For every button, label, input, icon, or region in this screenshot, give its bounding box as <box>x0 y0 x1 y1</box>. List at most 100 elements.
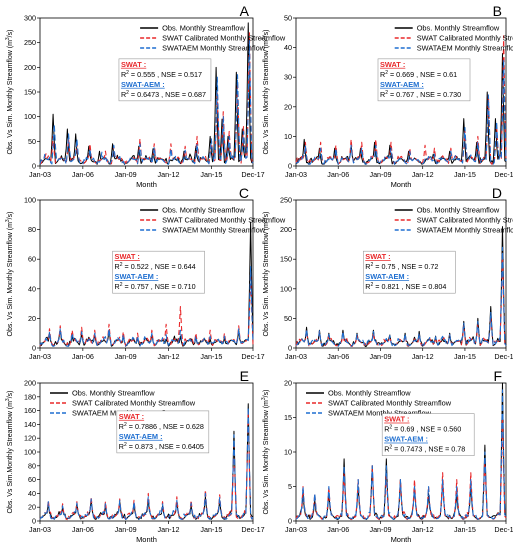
chart-panel-e: 0 20 40 60 80 100 120 140 160 180 200 Jan-03 Jan-06 J… <box>5 368 265 544</box>
x-tick-label: Jan-12 <box>158 170 180 179</box>
y-tick-label: 150 <box>280 255 292 264</box>
legend-label-obs: Obs. Monthly Streamflow <box>72 389 155 398</box>
legend-label-obs: Obs. Monthly Streamflow <box>162 24 245 33</box>
x-tick-label: Jan-15 <box>454 525 476 534</box>
x-tick-label: Jan-06 <box>72 170 94 179</box>
legend-label-aem: SWATAEM Monthly Streamflow <box>162 226 266 235</box>
x-tick-label: Jan-03 <box>285 170 307 179</box>
swat-stats-label: SWAT : <box>384 415 409 424</box>
x-tick-label: Jan-15 <box>200 170 222 179</box>
swat-stats-values: R2 = 0.69 , NSE = 0.560 <box>384 425 461 434</box>
series-line-aem <box>39 266 254 347</box>
series-line-aem <box>295 246 507 348</box>
stats-box <box>112 250 205 294</box>
y-tick-label: 40 <box>284 43 292 52</box>
y-tick-label: 0 <box>32 517 36 526</box>
y-tick-label: 20 <box>284 102 292 111</box>
aem-stats-values: R2 = 0.757 , NSE = 0.710 <box>115 282 196 291</box>
y-tick-label: 0 <box>288 344 292 353</box>
plot-frame <box>39 199 254 349</box>
y-tick-label: 120 <box>24 434 36 443</box>
aem-stats-values: R2 = 0.6473 , NSE = 0.687 <box>121 90 206 99</box>
y-axis-label: Obs. Vs Sim. Monthly Streamflow (m3/s) <box>261 30 270 155</box>
panel-letter: B <box>493 3 502 19</box>
y-tick-label: 30 <box>284 73 292 82</box>
aem-stats-label: SWAT-AEM : <box>121 80 165 89</box>
x-axis-label: Month <box>136 535 157 544</box>
y-tick-label: 40 <box>28 284 36 293</box>
y-tick-label: 80 <box>28 225 36 234</box>
y-tick-label: 0 <box>288 162 292 171</box>
panel-letter: E <box>240 368 249 384</box>
legend-label-obs: Obs. Monthly Streamflow <box>417 24 500 33</box>
x-tick-label: Jan-12 <box>412 525 434 534</box>
x-tick-label: Jan-06 <box>72 525 94 534</box>
x-axis-label: Month <box>391 180 412 189</box>
series-line-aem <box>39 406 254 521</box>
y-tick-label: 0 <box>32 162 36 171</box>
aem-stats-values: R2 = 0.873 , NSE = 0.6405 <box>119 442 204 451</box>
y-axis-label: Obs. Vs Sim. Monthly Streamflow (m3/s) <box>261 212 270 337</box>
y-axis-label: Obs. Vs Sim. Monthly Streamflow (m3/s) <box>5 30 14 155</box>
x-tick-label: Jan-03 <box>285 352 307 361</box>
y-tick-label: 180 <box>24 392 36 401</box>
panel-letter: F <box>493 368 502 384</box>
y-tick-label: 140 <box>24 420 36 429</box>
x-tick-label: Jan-12 <box>158 352 180 361</box>
legend-label-obs: Obs. Monthly Streamflow <box>328 389 411 398</box>
legend-label-swat: SWAT Calibrated Monthly Streamflow <box>162 216 286 225</box>
y-tick-label: 20 <box>28 314 36 323</box>
aem-stats-values: R2 = 0.767 , NSE = 0.730 <box>380 90 461 99</box>
panel-letter: C <box>239 185 249 201</box>
y-tick-label: 100 <box>280 284 292 293</box>
series-line-aem <box>39 39 254 165</box>
y-tick-label: 60 <box>28 255 36 264</box>
stats-box <box>377 58 471 102</box>
x-tick-label: Dec-17 <box>241 525 264 534</box>
legend-label-swat: SWAT Calibrated Monthly Streamflow <box>417 34 513 43</box>
y-tick-label: 40 <box>28 489 36 498</box>
swat-stats-label: SWAT : <box>119 412 144 421</box>
aem-stats-label: SWAT-AEM : <box>119 432 163 441</box>
series-line-swat <box>39 273 254 347</box>
y-axis-label: Obs. Vs Sim. Monthly Streamflow (m3/s) <box>261 390 270 515</box>
x-tick-label: Jan-15 <box>200 525 222 534</box>
stats-box <box>116 410 210 454</box>
legend-label-swat: SWAT Calibrated Monthly Streamflow <box>162 34 286 43</box>
y-tick-label: 20 <box>284 379 292 388</box>
swat-stats-values: R2 = 0.669 , NSE = 0.61 <box>380 70 457 79</box>
swat-stats-label: SWAT : <box>365 252 390 261</box>
x-tick-label: Jan-06 <box>327 525 349 534</box>
x-tick-label: Jan-03 <box>29 525 51 534</box>
x-tick-label: Jan-09 <box>369 170 391 179</box>
legend-label-aem: SWATAEM Monthly Streamflow <box>417 226 513 235</box>
x-tick-label: Dec-17 <box>494 170 513 179</box>
y-tick-label: 50 <box>28 137 36 146</box>
y-tick-label: 200 <box>280 225 292 234</box>
stats-box <box>381 413 475 456</box>
series-line-swat <box>295 252 507 347</box>
y-tick-label: 250 <box>24 38 36 47</box>
y-tick-label: 160 <box>24 406 36 415</box>
x-tick-label: Jan-09 <box>115 170 137 179</box>
x-tick-label: Jan-09 <box>115 525 137 534</box>
y-tick-label: 150 <box>24 88 36 97</box>
legend-label-aem: SWATAEM Monthly Streamflow <box>162 44 266 53</box>
y-tick-label: 60 <box>28 475 36 484</box>
x-tick-label: Jan-03 <box>285 525 307 534</box>
x-tick-label: Jan-09 <box>115 352 137 361</box>
x-tick-label: Jan-12 <box>158 525 180 534</box>
x-tick-label: Jan-09 <box>369 352 391 361</box>
x-tick-label: Dec-17 <box>241 352 264 361</box>
legend-label-swat: SWAT Calibrated Monthly Streamflow <box>417 216 513 225</box>
series-line-obs <box>39 22 254 165</box>
legend-label-obs: Obs. Monthly Streamflow <box>162 206 245 215</box>
y-tick-label: 0 <box>288 517 292 526</box>
x-tick-label: Jan-03 <box>29 170 51 179</box>
swat-stats-values: R2 = 0.522 , NSE = 0.644 <box>115 262 196 271</box>
x-tick-label: Dec-17 <box>494 352 513 361</box>
x-axis-label: Month <box>391 535 412 544</box>
y-tick-label: 10 <box>284 448 292 457</box>
y-tick-label: 80 <box>28 461 36 470</box>
legend-label-swat: SWAT Calibrated Monthly Streamflow <box>72 399 196 408</box>
